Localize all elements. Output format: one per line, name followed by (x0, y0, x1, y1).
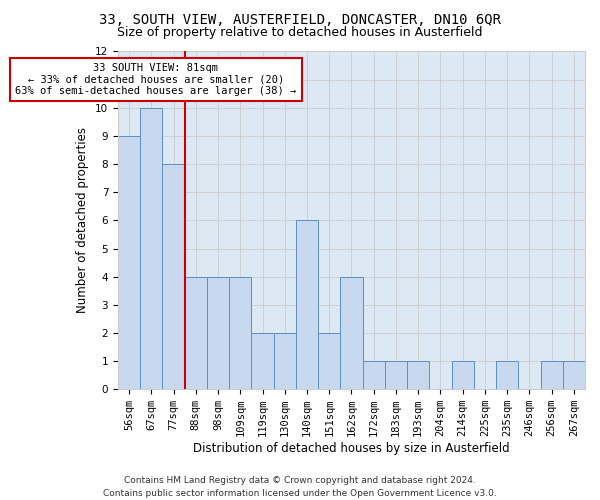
Bar (563, 361, 585, 389)
X-axis label: Distribution of detached houses by size in Austerfield: Distribution of detached houses by size … (193, 442, 510, 455)
Bar (296, 220, 318, 389)
Bar (362, 361, 385, 389)
Text: 33 SOUTH VIEW: 81sqm
← 33% of detached houses are smaller (20)
63% of semi-detac: 33 SOUTH VIEW: 81sqm ← 33% of detached h… (15, 63, 296, 96)
Bar (407, 361, 430, 389)
Text: Contains HM Land Registry data © Crown copyright and database right 2024.
Contai: Contains HM Land Registry data © Crown c… (103, 476, 497, 498)
Bar (251, 333, 274, 389)
Bar (185, 276, 207, 389)
Bar (385, 361, 407, 389)
Bar (274, 333, 296, 389)
Bar (118, 136, 140, 389)
Bar (229, 276, 251, 389)
Y-axis label: Number of detached properties: Number of detached properties (76, 128, 89, 314)
Text: 33, SOUTH VIEW, AUSTERFIELD, DONCASTER, DN10 6QR: 33, SOUTH VIEW, AUSTERFIELD, DONCASTER, … (99, 12, 501, 26)
Text: Size of property relative to detached houses in Austerfield: Size of property relative to detached ho… (117, 26, 483, 39)
Bar (318, 333, 340, 389)
Bar (541, 361, 563, 389)
Bar (340, 276, 362, 389)
Bar (163, 164, 185, 389)
Bar (207, 276, 229, 389)
Bar (496, 361, 518, 389)
Bar (452, 361, 474, 389)
Bar (140, 108, 163, 389)
